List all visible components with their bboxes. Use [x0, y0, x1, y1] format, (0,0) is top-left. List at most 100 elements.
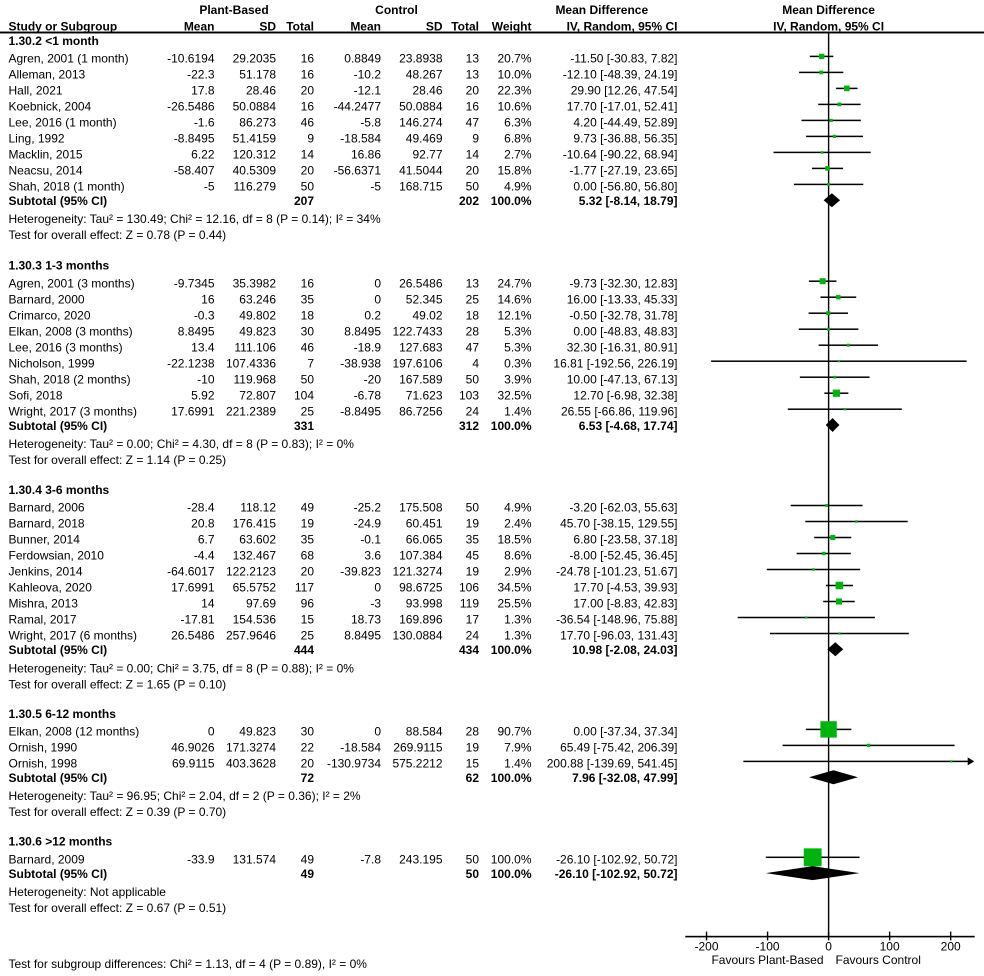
svg-text:18: 18 — [466, 308, 480, 322]
svg-text:-9.73 [-32.30, 12.83]: -9.73 [-32.30, 12.83] — [569, 276, 677, 290]
svg-text:8.8495: 8.8495 — [344, 324, 381, 338]
svg-text:-58.407: -58.407 — [174, 163, 215, 177]
svg-text:Neacsu, 2014: Neacsu, 2014 — [9, 163, 83, 177]
svg-text:111.106: 111.106 — [234, 340, 276, 354]
svg-text:5.92: 5.92 — [191, 388, 215, 402]
svg-text:16.00 [-13.33, 45.33]: 16.00 [-13.33, 45.33] — [567, 292, 678, 306]
svg-text:16: 16 — [301, 99, 315, 113]
svg-text:3.9%: 3.9% — [504, 372, 532, 386]
svg-text:32.5%: 32.5% — [497, 388, 531, 402]
svg-text:6.3%: 6.3% — [504, 115, 532, 129]
svg-text:6.22: 6.22 — [191, 147, 215, 161]
svg-text:65.49 [-75.42, 206.39]: 65.49 [-75.42, 206.39] — [560, 740, 677, 754]
svg-text:20.8: 20.8 — [191, 517, 215, 531]
svg-text:Ramal, 2017: Ramal, 2017 — [9, 613, 77, 627]
svg-text:200.88 [-139.69, 541.45]: 200.88 [-139.69, 541.45] — [547, 756, 678, 770]
svg-text:2.4%: 2.4% — [504, 517, 532, 531]
svg-text:-7.8: -7.8 — [360, 852, 381, 866]
svg-text:49.802: 49.802 — [239, 308, 276, 322]
svg-text:IV, Random, 95% CI: IV, Random, 95% CI — [567, 19, 678, 33]
svg-text:Barnard, 2018: Barnard, 2018 — [9, 517, 85, 531]
svg-text:16: 16 — [466, 99, 480, 113]
svg-text:50: 50 — [301, 372, 315, 386]
svg-text:28.46: 28.46 — [412, 83, 442, 97]
svg-text:52.345: 52.345 — [406, 292, 443, 306]
svg-text:5.32 [-8.14, 18.79]: 5.32 [-8.14, 18.79] — [579, 194, 678, 208]
svg-text:18.73: 18.73 — [351, 613, 381, 627]
svg-text:-18.9: -18.9 — [354, 340, 382, 354]
svg-text:Mean Difference: Mean Difference — [555, 3, 648, 17]
svg-text:19: 19 — [301, 517, 315, 531]
svg-text:19: 19 — [466, 740, 480, 754]
svg-text:176.415: 176.415 — [233, 517, 277, 531]
svg-text:1.30.2 <1 month: 1.30.2 <1 month — [9, 34, 99, 48]
svg-text:0: 0 — [374, 581, 381, 595]
svg-text:-5.8: -5.8 — [360, 115, 381, 129]
svg-text:Nicholson, 1999: Nicholson, 1999 — [9, 356, 95, 370]
svg-text:257.9646: 257.9646 — [226, 629, 276, 643]
svg-text:96: 96 — [301, 597, 315, 611]
svg-text:130.0884: 130.0884 — [392, 629, 442, 643]
svg-text:Heterogeneity: Tau² = 130.49;: Heterogeneity: Tau² = 130.49; Chi² = 12.… — [9, 212, 381, 226]
svg-text:40.5309: 40.5309 — [233, 163, 277, 177]
svg-text:28: 28 — [466, 724, 480, 738]
svg-text:-1.77 [-27.19, 23.65]: -1.77 [-27.19, 23.65] — [569, 163, 677, 177]
svg-text:8.6%: 8.6% — [504, 549, 532, 563]
svg-text:1.30.5 6-12 months: 1.30.5 6-12 months — [9, 707, 117, 721]
svg-text:SD: SD — [259, 19, 276, 33]
svg-text:14: 14 — [466, 147, 480, 161]
svg-text:-9.7345: -9.7345 — [174, 276, 215, 290]
svg-text:Study or Subgroup: Study or Subgroup — [9, 19, 118, 33]
svg-text:26.5486: 26.5486 — [171, 629, 215, 643]
svg-text:221.2389: 221.2389 — [226, 404, 276, 418]
svg-text:4.20 [-44.49, 52.89]: 4.20 [-44.49, 52.89] — [573, 115, 677, 129]
svg-text:200: 200 — [941, 940, 961, 954]
svg-text:116.279: 116.279 — [234, 179, 277, 193]
svg-text:Test for overall effect: Z = 0: Test for overall effect: Z = 0.67 (P = 0… — [9, 901, 227, 915]
svg-text:49: 49 — [301, 501, 315, 515]
svg-text:-24.9: -24.9 — [354, 517, 382, 531]
svg-text:Lee, 2016 (1 month): Lee, 2016 (1 month) — [9, 115, 117, 129]
svg-text:24: 24 — [466, 404, 480, 418]
svg-text:6.53 [-4.68, 17.74]: 6.53 [-4.68, 17.74] — [579, 419, 678, 433]
svg-text:269.9115: 269.9115 — [393, 740, 442, 754]
svg-text:2.9%: 2.9% — [504, 565, 532, 579]
svg-text:Ling, 1992: Ling, 1992 — [9, 131, 65, 145]
svg-text:30: 30 — [301, 324, 315, 338]
svg-text:35: 35 — [301, 533, 315, 547]
svg-text:312: 312 — [459, 419, 479, 433]
svg-text:-8.00 [-52.45, 36.45]: -8.00 [-52.45, 36.45] — [569, 549, 677, 563]
svg-text:41.5044: 41.5044 — [399, 163, 443, 177]
svg-text:0: 0 — [374, 276, 381, 290]
svg-text:47: 47 — [466, 340, 480, 354]
svg-text:Test for overall effect: Z = 0: Test for overall effect: Z = 0.78 (P = 0… — [9, 228, 227, 242]
svg-text:20.7%: 20.7% — [497, 51, 531, 65]
svg-text:Ornish, 1998: Ornish, 1998 — [9, 756, 78, 770]
svg-text:Barnard, 2006: Barnard, 2006 — [9, 501, 85, 515]
svg-text:434: 434 — [459, 643, 479, 657]
svg-text:Agren, 2001 (1 month): Agren, 2001 (1 month) — [9, 51, 129, 65]
svg-text:202: 202 — [459, 194, 479, 208]
svg-text:-130.9734: -130.9734 — [327, 756, 381, 770]
svg-text:66.065: 66.065 — [406, 533, 443, 547]
svg-text:0.00 [-37.34, 37.34]: 0.00 [-37.34, 37.34] — [573, 724, 677, 738]
svg-text:6.8%: 6.8% — [504, 131, 532, 145]
svg-text:Wright, 2017 (3 months): Wright, 2017 (3 months) — [9, 404, 138, 418]
svg-text:-36.54 [-148.96, 75.88]: -36.54 [-148.96, 75.88] — [556, 613, 677, 627]
svg-text:-10.6194: -10.6194 — [167, 51, 215, 65]
svg-text:20: 20 — [301, 565, 315, 579]
svg-text:16.86: 16.86 — [351, 147, 381, 161]
svg-text:444: 444 — [294, 643, 314, 657]
svg-text:Crimarco, 2020: Crimarco, 2020 — [9, 308, 91, 322]
svg-text:Alleman, 2013: Alleman, 2013 — [9, 67, 86, 81]
svg-text:50: 50 — [466, 501, 480, 515]
svg-text:3.6: 3.6 — [364, 549, 381, 563]
svg-text:Mean: Mean — [184, 19, 215, 33]
svg-text:104: 104 — [294, 388, 314, 402]
svg-text:-8.8495: -8.8495 — [174, 131, 215, 145]
svg-text:26.5486: 26.5486 — [399, 276, 443, 290]
svg-text:Heterogeneity: Tau² = 96.95; C: Heterogeneity: Tau² = 96.95; Chi² = 2.04… — [9, 789, 361, 803]
svg-text:Elkan, 2008 (3 months): Elkan, 2008 (3 months) — [9, 324, 133, 338]
svg-text:45.70 [-38.15, 129.55]: 45.70 [-38.15, 129.55] — [560, 517, 677, 531]
svg-text:Test for overall effect: Z = 0: Test for overall effect: Z = 0.39 (P = 0… — [9, 805, 227, 819]
